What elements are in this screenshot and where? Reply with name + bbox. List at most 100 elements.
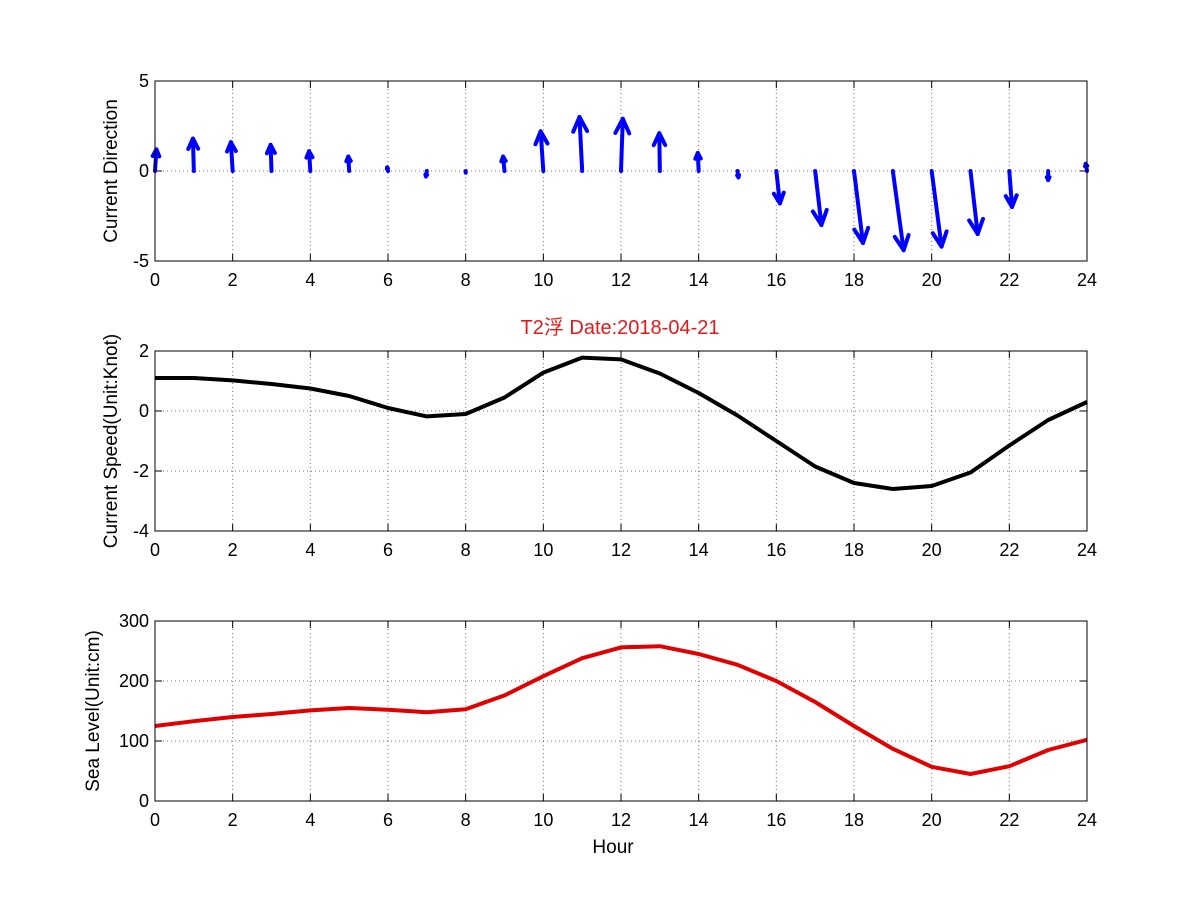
x-tick-label: 4 (305, 540, 315, 560)
x-tick-label: 4 (305, 810, 315, 830)
arrow-shaft (577, 115, 585, 173)
x-tick-label: 6 (383, 270, 393, 290)
x-tick-label: 22 (999, 810, 1019, 830)
x-tick-label: 24 (1077, 810, 1097, 830)
x-tick-label: 14 (689, 270, 709, 290)
arrow-shaft (774, 169, 782, 206)
y-axis-label: Sea Level(Unit:cm) (83, 630, 104, 792)
x-tick-label: 18 (844, 270, 864, 290)
current-arrow (384, 165, 390, 173)
arrow-shaft (813, 169, 824, 227)
x-tick-label: 20 (922, 540, 942, 560)
arrow-head (1003, 193, 1019, 209)
arrow-head (930, 229, 949, 249)
x-tick-label: 4 (305, 270, 315, 290)
arrow-shaft (619, 116, 625, 173)
arrow-shaft (968, 169, 980, 236)
arrow-head (613, 116, 632, 136)
x-tick-label: 14 (689, 540, 709, 560)
current-arrow (735, 169, 742, 180)
arrow-head (384, 165, 390, 171)
arrow-head (423, 172, 430, 179)
x-tick-label: 18 (844, 810, 864, 830)
arrow-shaft (538, 129, 546, 173)
arrow-shaft (929, 169, 944, 249)
x-tick-label: 10 (533, 270, 553, 290)
current-arrow (225, 140, 238, 173)
x-tick-label: 22 (999, 270, 1019, 290)
y-tick-label: 2 (139, 341, 149, 361)
y-tick-label: 300 (119, 611, 149, 631)
current-arrow (613, 116, 632, 173)
arrow-head (892, 232, 911, 253)
plot-frame (154, 80, 1088, 262)
y-tick-label: -5 (133, 251, 149, 271)
current-arrow (929, 169, 949, 249)
x-tick-label: 6 (383, 540, 393, 560)
x-tick-label: 10 (533, 810, 553, 830)
current-arrow (651, 131, 668, 173)
y-tick-label: 0 (139, 401, 149, 421)
current-arrow (423, 169, 430, 179)
y-tick-label: 5 (139, 71, 149, 91)
current-arrow (304, 149, 315, 173)
current-arrow (890, 169, 911, 253)
arrow-shaft (852, 169, 865, 245)
arrow-head (533, 129, 550, 147)
current-arrow (533, 129, 550, 173)
x-tick-label: 10 (533, 540, 553, 560)
x-tick-label: 12 (611, 810, 631, 830)
plot-frame (154, 350, 1088, 532)
arrow-shaft (890, 169, 906, 253)
x-tick-label: 0 (150, 810, 160, 830)
arrow-head (693, 151, 703, 161)
current-arrow (499, 154, 508, 173)
arrow-head (735, 173, 742, 180)
y-tick-label: 100 (119, 731, 149, 751)
x-tick-label: 2 (228, 810, 238, 830)
arrow-head (771, 190, 786, 206)
arrow-head (344, 154, 353, 164)
x-tick-label: 8 (461, 540, 471, 560)
series-line (155, 355, 1088, 491)
x-tick-label: 12 (611, 270, 631, 290)
arrow-head (810, 207, 829, 227)
current-arrow (1044, 169, 1052, 182)
current-arrow (344, 154, 353, 173)
arrow-head (1044, 175, 1052, 182)
current-arrow (693, 151, 703, 173)
y-axis-label: Current Speed(Unit:Knot) (101, 334, 122, 548)
x-tick-label: 16 (766, 810, 786, 830)
x-tick-label: 24 (1077, 270, 1097, 290)
current-arrow (264, 142, 277, 173)
arrow-shaft (228, 140, 235, 173)
x-tick-label: 2 (228, 540, 238, 560)
arrow-head (967, 216, 985, 236)
arrow-shaft (190, 136, 196, 173)
y-axis-label: Current Direction (101, 99, 122, 243)
arrow-head (499, 154, 508, 164)
x-tick-label: 16 (766, 540, 786, 560)
arrow-head (225, 140, 238, 154)
x-tick-label: 2 (228, 270, 238, 290)
x-tick-label: 8 (461, 810, 471, 830)
arrow-head (264, 142, 277, 156)
x-tick-label: 0 (150, 540, 160, 560)
x-tick-label: 14 (689, 810, 709, 830)
current-arrow (771, 169, 786, 206)
arrow-shaft (1007, 169, 1015, 209)
x-axis-label: Hour (592, 837, 634, 858)
arrow-shaft (657, 131, 662, 173)
x-tick-label: 24 (1077, 540, 1097, 560)
y-tick-label: -4 (133, 521, 149, 541)
current-arrow (967, 169, 985, 236)
current-arrow (186, 136, 201, 173)
x-tick-label: 20 (922, 810, 942, 830)
chart-title: T2浮 Date:2018-04-21 (520, 316, 719, 339)
plot-frame (154, 620, 1088, 802)
y-tick-label: 0 (139, 791, 149, 811)
